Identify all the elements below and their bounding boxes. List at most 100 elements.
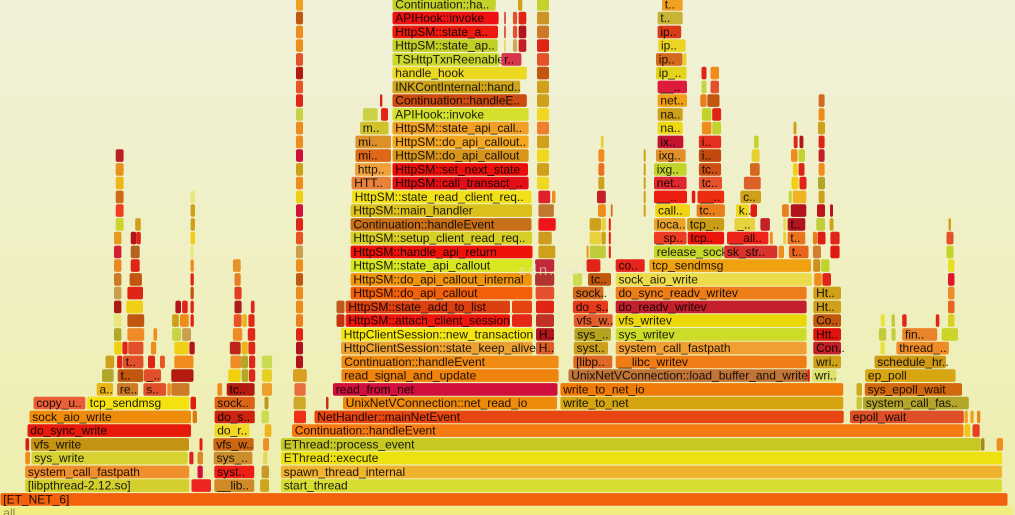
svg-text:[ET_NET_6]: [ET_NET_6]: [3, 492, 69, 506]
svg-text:sys_epoll_wait: sys_epoll_wait: [868, 382, 947, 396]
svg-text:Continuation::handleE..: Continuation::handleE..: [395, 94, 520, 108]
svg-text:HttpClientSession::state_keep_: HttpClientSession::state_keep_alive: [344, 341, 536, 355]
svg-text:sock_aio_write: sock_aio_write: [619, 272, 699, 286]
svg-text:epoll_wait: epoll_wait: [853, 410, 907, 424]
svg-text:tc..: tc..: [702, 162, 718, 176]
svg-text:HttpSM::do_api_callout..: HttpSM::do_api_callout..: [395, 135, 526, 149]
svg-text:__..: __..: [659, 80, 680, 94]
svg-text:write_to_net_io: write_to_net_io: [562, 382, 645, 396]
svg-text:k..: k..: [739, 204, 752, 218]
svg-text:m..: m..: [363, 121, 380, 135]
svg-text:syst..: syst..: [577, 341, 605, 355]
svg-text:HttpSM::state_api_callout: HttpSM::state_api_callout: [353, 259, 490, 273]
svg-text:Ht..: Ht..: [816, 286, 835, 300]
svg-text:__all..: __all..: [729, 231, 762, 245]
svg-text:a..: a..: [100, 382, 113, 396]
svg-text:ip_..: ip_..: [659, 66, 682, 80]
svg-text:system_call_fas..: system_call_fas..: [866, 396, 958, 410]
svg-text:ip..: ip..: [660, 25, 676, 39]
svg-text:do_r..: do_r..: [217, 424, 247, 438]
svg-text:do_s..: do_s..: [576, 300, 609, 314]
svg-text:APIHook::invoke: APIHook::invoke: [395, 107, 484, 121]
svg-text:do_s..: do_s..: [217, 410, 250, 424]
svg-text:__libc_writev: __libc_writev: [618, 355, 688, 369]
svg-text:fin..: fin..: [905, 327, 924, 341]
svg-text:HttpSM::do_api_callout: HttpSM::do_api_callout: [353, 286, 478, 300]
svg-text:Continuation::handleEvent: Continuation::handleEvent: [295, 424, 436, 438]
svg-text:HttpSM::state_a..: HttpSM::state_a..: [395, 25, 488, 39]
svg-text:__lib..: __lib..: [216, 479, 249, 493]
svg-text:r..: r..: [504, 52, 514, 66]
svg-text:[libp..: [libp..: [576, 355, 605, 369]
svg-text:write_to_net: write_to_net: [562, 396, 629, 410]
svg-text:tcp..: tcp..: [691, 231, 714, 245]
svg-text:read_from_net: read_from_net: [336, 382, 415, 396]
svg-text:t..: t..: [121, 369, 131, 383]
svg-text:wri..: wri..: [814, 369, 837, 383]
svg-text:i..: i..: [702, 135, 711, 149]
svg-text:vfs_w..: vfs_w..: [216, 437, 253, 451]
svg-text:Continuation::ha..: Continuation::ha..: [395, 0, 489, 11]
svg-text:Continuation::handleEvent: Continuation::handleEvent: [353, 217, 494, 231]
svg-text:Htt..: Htt..: [816, 327, 838, 341]
svg-text:HttpSM::state_add_to_list: HttpSM::state_add_to_list: [348, 300, 486, 314]
svg-text:copy_u..: copy_u..: [36, 396, 81, 410]
svg-text:co..: co..: [619, 259, 638, 273]
svg-text:syst..: syst..: [217, 465, 245, 479]
svg-text:ixg..: ixg..: [657, 162, 679, 176]
svg-text:APIHook::invoke: APIHook::invoke: [395, 11, 484, 25]
svg-text:Continuation::handleEvent: Continuation::handleEvent: [344, 355, 485, 369]
svg-text:release_sock: release_sock: [657, 245, 729, 259]
svg-text:[libpthread-2.12.so]: [libpthread-2.12.so]: [28, 479, 131, 493]
svg-text:system_call_fastpath: system_call_fastpath: [28, 465, 140, 479]
svg-text:HttpSM::attach_client_session: HttpSM::attach_client_session: [348, 314, 509, 328]
svg-text:HttpSM::handle_api_return: HttpSM::handle_api_return: [353, 245, 496, 259]
svg-text:sys_writev: sys_writev: [619, 327, 675, 341]
svg-text:net..: net..: [657, 176, 680, 190]
svg-text:na..: na..: [660, 121, 680, 135]
svg-text:tc..: tc..: [591, 272, 607, 286]
svg-text:INKContInternal::hand..: INKContInternal::hand..: [395, 80, 520, 94]
svg-text:sys_..: sys_..: [577, 327, 608, 341]
svg-text:HttpSM::main_handler: HttpSM::main_handler: [353, 204, 472, 218]
svg-text:read_signal_and_update: read_signal_and_update: [344, 369, 476, 383]
svg-text:UnixNetVConnection::net_read_i: UnixNetVConnection::net_read_io: [346, 396, 528, 410]
svg-text:tc..: tc..: [702, 176, 718, 190]
svg-text:NetHandler::mainNetEvent: NetHandler::mainNetEvent: [317, 410, 460, 424]
svg-text:thread_..: thread_..: [899, 341, 946, 355]
svg-text:call..: call..: [658, 204, 683, 218]
svg-text:HttpClientSession::new_transac: HttpClientSession::new_transaction: [344, 327, 533, 341]
svg-text:sdn. net: sdn. net: [519, 262, 588, 279]
svg-text:HttpSM::do_api_callout_interna: HttpSM::do_api_callout_internal: [353, 272, 523, 286]
svg-text:ip..: ip..: [661, 39, 677, 53]
svg-text:t..: t..: [790, 231, 800, 245]
svg-text:vfs_w..: vfs_w..: [577, 314, 614, 328]
svg-text:do_readv_writev: do_readv_writev: [619, 300, 707, 314]
svg-text:tc..: tc..: [699, 204, 715, 218]
svg-text:HttpSM::set_next_state: HttpSM::set_next_state: [395, 162, 520, 176]
svg-text:na..: na..: [660, 107, 680, 121]
svg-text:do_sync_write: do_sync_write: [30, 424, 107, 438]
svg-text:sk_str..: sk_str..: [727, 245, 765, 259]
svg-text:vfs_write: vfs_write: [34, 437, 82, 451]
svg-text:_sp..: _sp..: [656, 231, 683, 245]
svg-text:spawn_thread_internal: spawn_thread_internal: [284, 465, 405, 479]
svg-text:HttpSM::setup_client_read_req.: HttpSM::setup_client_read_req..: [353, 231, 525, 245]
svg-text:Ht..: Ht..: [816, 300, 835, 314]
svg-text:HttpSM::do_api_callout: HttpSM::do_api_callout: [395, 149, 520, 163]
svg-text:H..: H..: [539, 341, 554, 355]
svg-text:ep_poll: ep_poll: [868, 369, 907, 383]
svg-text:sock..: sock..: [217, 396, 248, 410]
svg-text:EThread::execute: EThread::execute: [284, 451, 379, 465]
svg-text:start_thread: start_thread: [284, 479, 348, 493]
svg-text:s..: s..: [146, 382, 159, 396]
svg-text:HTT..: HTT..: [354, 176, 383, 190]
svg-text:UnixNetVConnection::load_buffe: UnixNetVConnection::load_buffer_and_writ…: [571, 369, 808, 383]
svg-text:H..: H..: [539, 327, 554, 341]
svg-text:sock..: sock..: [576, 286, 607, 300]
svg-text:ip..: ip..: [659, 52, 675, 66]
svg-text:system_call_fastpath: system_call_fastpath: [619, 341, 731, 355]
svg-text:re..: re..: [120, 382, 137, 396]
svg-text:loca..: loca..: [657, 217, 686, 231]
svg-text:wri..: wri..: [815, 355, 838, 369]
